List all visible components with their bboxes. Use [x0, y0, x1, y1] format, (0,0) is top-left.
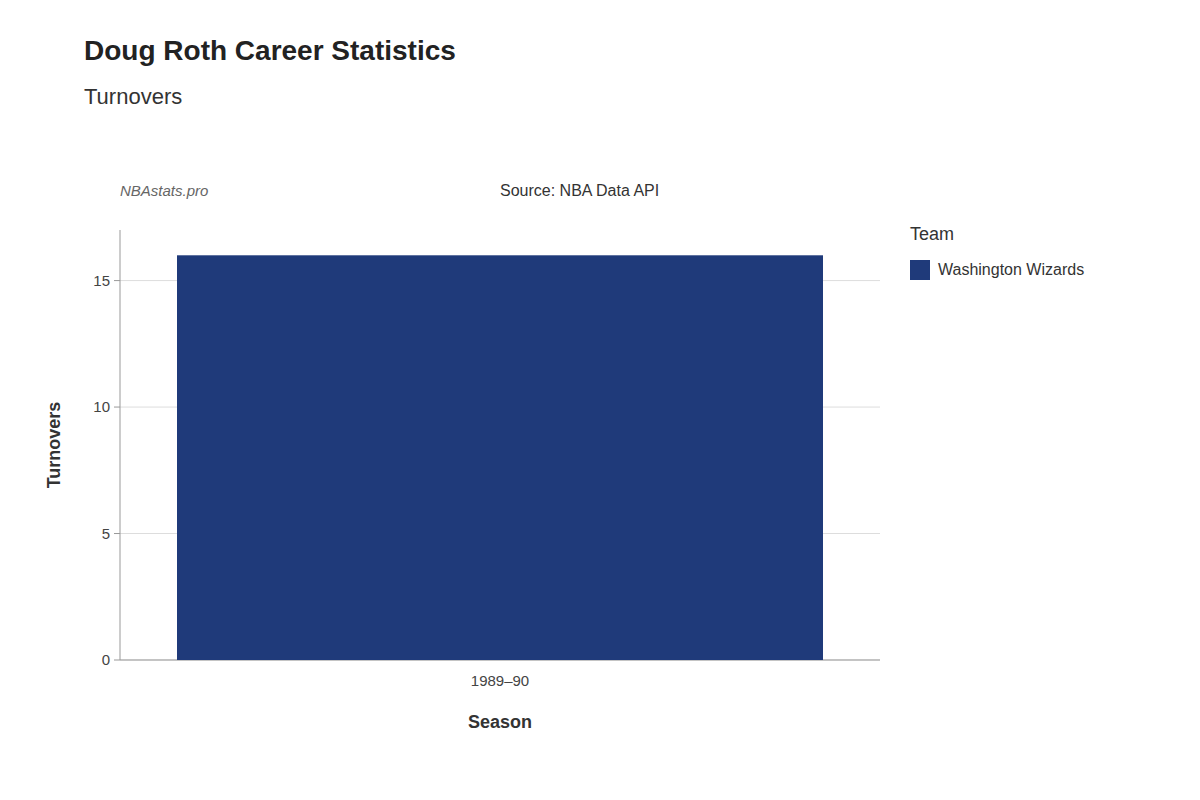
chart-container: Doug Roth Career Statistics Turnovers NBAs…: [0, 0, 1200, 800]
y-axis-label: Turnovers: [44, 402, 64, 489]
chart-svg: Doug Roth Career Statistics Turnovers NBAs…: [0, 0, 1200, 800]
legend-swatch: [910, 260, 930, 280]
y-axis: 0 5 10 15: [93, 230, 880, 668]
y-tick-label: 10: [93, 398, 110, 415]
bar: [177, 255, 823, 660]
y-tick-label: 0: [102, 651, 110, 668]
y-tick-label: 15: [93, 272, 110, 289]
y-tick: [114, 660, 120, 661]
y-tick: [114, 280, 120, 281]
title: Doug Roth Career Statistics: [84, 35, 456, 66]
source-note: Source: NBA Data API: [500, 182, 659, 199]
x-tick-label: 1989–90: [471, 672, 529, 689]
legend: Team Washington Wizards: [910, 224, 1084, 280]
background: [0, 0, 1200, 800]
y-tick: [114, 407, 120, 408]
legend-title: Team: [910, 224, 954, 244]
y-axis-line: [120, 230, 121, 660]
bars: [177, 255, 823, 660]
y-tick-label: 5: [102, 525, 110, 542]
subtitle: Turnovers: [84, 84, 182, 109]
legend-label: Washington Wizards: [938, 261, 1084, 278]
watermark: NBAstats.pro: [120, 182, 208, 199]
x-axis-label: Season: [468, 712, 532, 732]
y-tick: [114, 533, 120, 534]
